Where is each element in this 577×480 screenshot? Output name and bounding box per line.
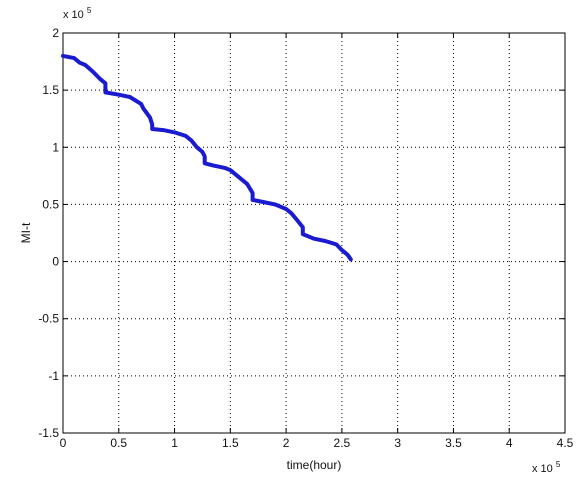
y-tick-label: -0.5: [38, 312, 59, 326]
series-line-1: [61, 53, 353, 262]
x-axis-label: time(hour): [287, 458, 342, 472]
x-tick-label: 4.5: [557, 436, 574, 450]
x-multiplier-base: x 10: [532, 463, 553, 475]
x-tick-label: 1.5: [222, 436, 239, 450]
y-axis-multiplier: x 10 5: [63, 6, 92, 21]
y-tick-label: 0: [52, 255, 59, 269]
x-tick-label: 0.5: [110, 436, 127, 450]
x-tick-label: 3: [394, 436, 401, 450]
y-tick-label: -1.5: [38, 426, 59, 440]
plot-area: [62, 32, 566, 434]
y-tick-label: -1: [48, 369, 59, 383]
y-tick-label: 0.5: [42, 197, 59, 211]
x-multiplier-exp: 5: [556, 460, 561, 469]
x-tick-label: 1: [171, 436, 178, 450]
y-multiplier-base: x 10: [63, 9, 84, 21]
ticks: 0 0.5 1 1.5 2 2.5 3 3.5 4 4.5 -1.5 -1 -0.5 0 0.5 1 1.5 2: [38, 26, 573, 450]
series-group: [61, 53, 353, 262]
y-tick-label: 1: [52, 140, 59, 154]
x-tick-label: 0: [60, 436, 67, 450]
x-tick-label: 2: [283, 436, 290, 450]
x-tick-label: 3.5: [445, 436, 462, 450]
y-axis-label: MI-t: [19, 222, 33, 243]
y-tick-label: 2: [52, 26, 59, 40]
x-tick-label: 2.5: [334, 436, 351, 450]
y-tick-label: 1.5: [42, 83, 59, 97]
y-multiplier-exp: 5: [87, 6, 92, 15]
grid: [63, 33, 565, 433]
x-axis-multiplier: x 10 5: [532, 460, 561, 475]
x-tick-label: 4: [506, 436, 513, 450]
